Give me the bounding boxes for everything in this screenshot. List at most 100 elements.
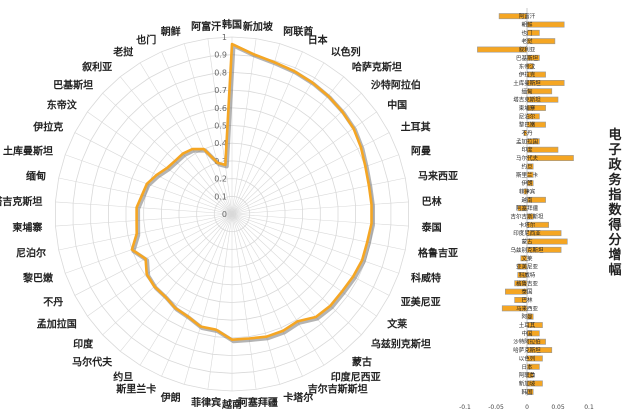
bar — [526, 21, 565, 28]
bar-category-label: 约旦 — [521, 162, 533, 170]
bar-category-label: 柬埔寨 — [519, 104, 536, 112]
radar-category-label: 科威特 — [411, 272, 441, 285]
radar-category-label: 老挝 — [112, 46, 134, 59]
radar-category-label: 阿塞拜疆 — [238, 396, 278, 409]
radar-category-label: 也门 — [136, 34, 156, 47]
radar-spoke — [74, 132, 233, 215]
bar-category-label: 朝鲜 — [521, 21, 533, 29]
bar-chart-title: 电子政务指数得分增幅 — [608, 128, 622, 278]
radar-spoke — [231, 213, 399, 274]
radar-spoke — [231, 213, 362, 336]
radar-spoke — [231, 213, 409, 227]
radar-spoke — [65, 213, 233, 274]
radar-category-label: 缅甸 — [26, 169, 46, 182]
bar-category-label: 阿曼 — [521, 313, 533, 321]
radar-spoke — [231, 213, 344, 352]
radar-spoke — [139, 213, 233, 366]
radar-tick-label: 0.6 — [214, 104, 227, 113]
radar-category-label: 不丹 — [43, 296, 63, 308]
bar-category-label: 卡塔尔 — [519, 221, 536, 229]
bar-category-label: 菲律宾 — [519, 188, 536, 196]
bar-category-label: 日本 — [521, 363, 533, 371]
bar-category-label: 老挝 — [521, 37, 533, 45]
radar-category-label: 阿联酋 — [283, 25, 313, 38]
radar-spoke — [120, 213, 233, 352]
bar-category-label: 马尔代夫 — [516, 154, 539, 162]
radar-tick-label: 0.2 — [214, 175, 227, 184]
radar-tick-label: 0.1 — [214, 192, 227, 201]
bar-category-label: 泰国 — [521, 288, 533, 296]
radar-category-label: 马来西亚 — [418, 169, 458, 182]
bar-category-label: 孟加拉国 — [516, 137, 539, 145]
bar-category-label: 吉尔吉斯斯坦 — [510, 213, 544, 221]
bar-category-label: 阿富汗 — [519, 12, 536, 20]
radar-spoke — [231, 177, 406, 215]
radar-spoke — [231, 76, 344, 215]
radar-spoke — [231, 92, 362, 215]
bar-category-label: 韩国 — [521, 388, 533, 396]
radar-category-label: 印度 — [73, 338, 94, 351]
radar-spoke — [231, 213, 406, 251]
bar-category-label: 土耳其 — [519, 321, 536, 329]
radar-category-label: 沙特阿拉伯 — [371, 78, 421, 91]
radar-category-label: 伊拉克 — [32, 121, 63, 134]
radar-category-label: 格鲁吉亚 — [418, 247, 458, 260]
radar-category-label: 日本 — [308, 34, 329, 47]
radar-spoke — [87, 111, 233, 215]
bar-category-label: 斯里兰卡 — [516, 171, 539, 179]
radar-category-label: 土耳其 — [401, 121, 431, 134]
radar-category-label: 塔吉克斯坦 — [0, 195, 42, 208]
bar-category-label: 伊朗 — [521, 179, 533, 187]
radar-spoke — [231, 213, 257, 390]
radar-tick-label: 0.4 — [214, 139, 227, 148]
bar-category-label: 黎巴嫩 — [519, 121, 536, 129]
radar-spoke — [231, 62, 325, 215]
radar-spoke — [183, 43, 233, 215]
radar-spoke — [58, 213, 233, 251]
radar-category-label: 伊朗 — [160, 391, 181, 404]
bar-category-label: 阿塞拜疆 — [516, 204, 539, 212]
bar-chart: 阿富汗朝鲜也门老挝叙利亚巴基斯坦东帝汶伊拉克土库曼斯坦缅甸塔吉克斯坦柬埔寨尼泊尔… — [459, 8, 594, 411]
bar-category-label: 中国 — [521, 329, 533, 337]
bar-category-label: 土库曼斯坦 — [513, 79, 541, 87]
bar-category-label: 乌兹别克斯坦 — [510, 246, 544, 254]
radar-spoke — [231, 213, 377, 317]
radar-category-label: 菲律宾 — [191, 396, 221, 409]
bar-category-label: 以色列 — [519, 354, 536, 362]
bar-category-label: 哈萨克斯坦 — [513, 346, 541, 354]
radar-category-label: 约旦 — [113, 370, 133, 383]
radar-spoke — [74, 213, 233, 296]
radar-category-label: 尼泊尔 — [16, 247, 46, 260]
bar-category-label: 文莱 — [521, 254, 533, 262]
bar-category-label: 东帝汶 — [519, 62, 536, 70]
radar-chart: 0 0.1 0.2 0.3 0.4 0.5 0.6 0.7 0.8 0.9 1 韩国 新加坡 阿联酋日本以… — [0, 18, 458, 411]
radar-spoke — [183, 213, 233, 385]
bar-x-tick-label: -0.05 — [488, 404, 504, 411]
radar-category-label: 阿富汗 — [191, 20, 221, 33]
bar-category-label: 印度尼西亚 — [513, 229, 541, 237]
radar-spoke — [161, 213, 233, 377]
bar-category-label: 也门 — [521, 29, 532, 37]
bar-x-tick-label: -0.1 — [459, 404, 471, 411]
radar-category-label: 乌兹别克斯坦 — [371, 338, 431, 351]
bar-x-tick-label: 0.05 — [551, 404, 565, 411]
radar-tick-label: 0.9 — [214, 51, 227, 60]
radar-spoke — [87, 213, 233, 317]
radar-category-label: 文莱 — [387, 318, 407, 331]
radar-spoke — [231, 213, 390, 296]
bar-x-tick-label: 0.1 — [584, 404, 594, 411]
radar-category-label: 土库曼斯坦 — [3, 144, 53, 157]
radar-category-label: 新加坡 — [243, 20, 274, 33]
bar — [526, 238, 568, 245]
bar-category-label: 格鲁吉亚 — [516, 279, 539, 287]
radar-spoke — [231, 51, 303, 215]
radar-category-label: 泰国 — [421, 221, 442, 234]
radar-spoke — [207, 38, 233, 215]
radar-tick-label: 0 — [222, 210, 227, 219]
radar-category-label: 巴基斯坦 — [53, 78, 93, 91]
radar-category-label: 卡塔尔 — [283, 391, 313, 404]
radar-category-label: 越南 — [221, 398, 242, 411]
radar-tick-label: 0.3 — [214, 157, 227, 166]
bar-category-label: 科威特 — [519, 271, 536, 279]
bar-category-label: 巴基斯坦 — [516, 54, 539, 62]
